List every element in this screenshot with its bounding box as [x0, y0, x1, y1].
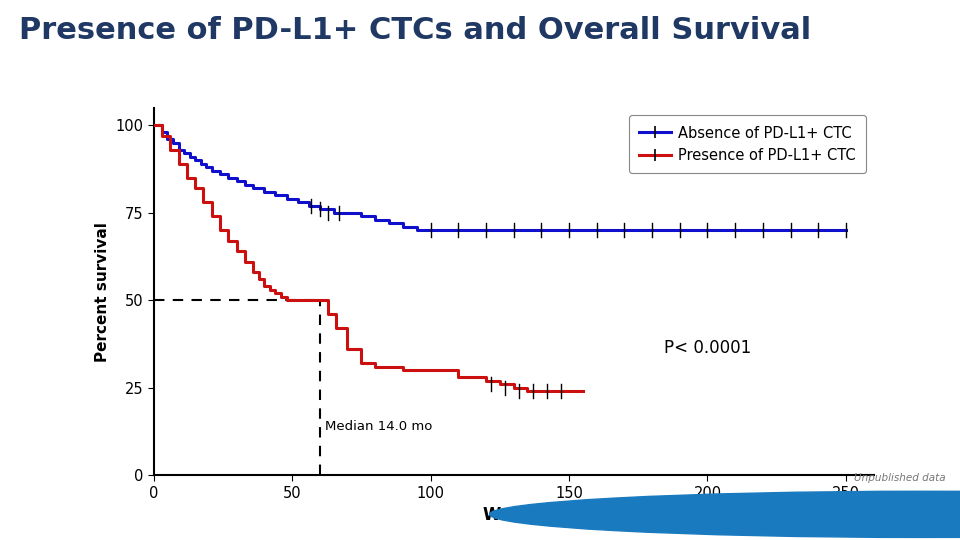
Text: P< 0.0001: P< 0.0001 — [663, 339, 751, 357]
X-axis label: Weeks: Weeks — [483, 506, 544, 524]
Text: 13th ILCA Annual Conference: 13th ILCA Annual Conference — [10, 503, 181, 513]
Y-axis label: Percent survival: Percent survival — [95, 221, 109, 362]
Text: Presence of PD-L1+ CTCs and Overall Survival: Presence of PD-L1+ CTCs and Overall Surv… — [19, 16, 811, 45]
Text: Unpublished data: Unpublished data — [854, 473, 946, 483]
Text: 20 ► 22 September 2019 | Chicago, USA: 20 ► 22 September 2019 | Chicago, USA — [10, 525, 208, 536]
Text: Median 14.0 mo: Median 14.0 mo — [325, 420, 433, 433]
Circle shape — [490, 491, 960, 537]
Legend: Absence of PD-L1+ CTC, Presence of PD-L1+ CTC: Absence of PD-L1+ CTC, Presence of PD-L1… — [629, 116, 866, 173]
